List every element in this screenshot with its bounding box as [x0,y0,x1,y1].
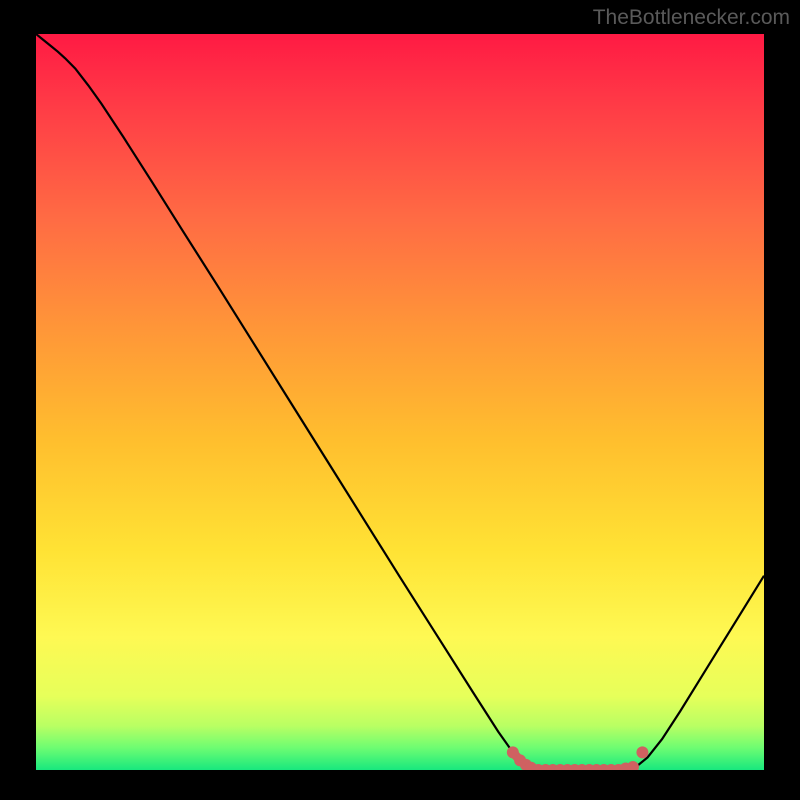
bottleneck-curve [36,34,764,770]
plot-area [36,34,764,770]
marker-outlier [636,746,648,758]
watermark-text: TheBottlenecker.com [593,6,790,30]
chart-container: TheBottlenecker.com [0,0,800,800]
curve-layer [36,34,764,770]
marker-dot [627,761,639,770]
marker-group [507,746,639,770]
